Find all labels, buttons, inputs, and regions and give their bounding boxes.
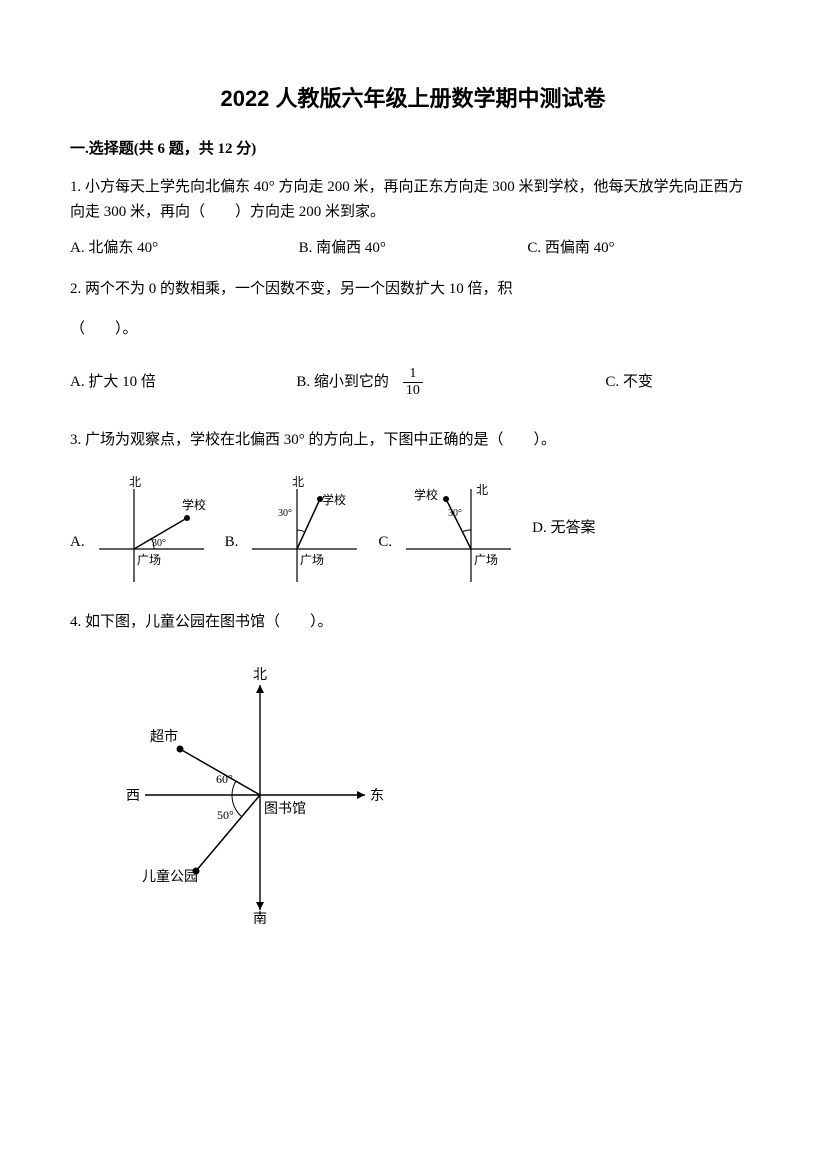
- svg-text:东: 东: [370, 788, 384, 804]
- svg-text:北: 北: [476, 483, 488, 497]
- svg-text:北: 北: [253, 667, 267, 683]
- svg-text:广场: 广场: [137, 553, 161, 567]
- svg-text:南: 南: [253, 911, 267, 925]
- svg-text:30°: 30°: [152, 538, 166, 549]
- question-1: 1. 小方每天上学先向北偏东 40° 方向走 200 米，再向正东方向走 300…: [70, 175, 756, 262]
- question-3-options: A. 北 学校 30° 广场 B.: [70, 474, 756, 584]
- svg-text:北: 北: [292, 475, 304, 489]
- section-1-header: 一.选择题(共 6 题，共 12 分): [70, 137, 756, 163]
- svg-text:北: 北: [129, 475, 141, 489]
- q3-diagram-a: 北 学校 30° 广场: [89, 474, 209, 584]
- q4-diagram-svg: 北 南 东 西 图书馆 超市 60° 儿童公园 50°: [110, 655, 410, 925]
- q2-option-c: C. 不变: [502, 370, 756, 396]
- svg-text:学校: 学校: [322, 492, 346, 507]
- question-2-text: 2. 两个不为 0 的数相乘，一个因数不变，另一个因数扩大 10 倍，积: [70, 277, 756, 303]
- q3-option-c: C. 北 学校 30° 广场: [378, 474, 516, 584]
- question-1-text: 1. 小方每天上学先向北偏东 40° 方向走 200 米，再向正东方向走 300…: [70, 175, 756, 226]
- svg-text:学校: 学校: [182, 497, 206, 512]
- q3-option-b-label: B.: [225, 530, 239, 556]
- q2-fraction: 1 10: [403, 366, 423, 398]
- page-title: 2022 人教版六年级上册数学期中测试卷: [70, 80, 756, 117]
- q3-diagram-c: 北 学校 30° 广场: [396, 474, 516, 584]
- q1-option-a: A. 北偏东 40°: [70, 236, 299, 262]
- question-1-options: A. 北偏东 40° B. 南偏西 40° C. 西偏南 40°: [70, 236, 756, 262]
- question-4: 4. 如下图，儿童公园在图书馆（ ）。 北 南 东 西 图书馆 超市 60°: [70, 610, 756, 926]
- svg-text:广场: 广场: [474, 553, 498, 567]
- q3-option-a: A. 北 学校 30° 广场: [70, 474, 209, 584]
- svg-text:学校: 学校: [414, 487, 438, 502]
- question-4-text: 4. 如下图，儿童公园在图书馆（ ）。: [70, 610, 756, 636]
- svg-text:西: 西: [126, 789, 140, 804]
- svg-text:图书馆: 图书馆: [264, 801, 306, 817]
- svg-text:广场: 广场: [300, 553, 324, 567]
- svg-text:50°: 50°: [217, 808, 234, 822]
- q1-option-b: B. 南偏西 40°: [299, 236, 528, 262]
- question-2-blank: （ ）。: [70, 317, 756, 343]
- q2-option-b-text: B. 缩小到它的: [296, 370, 389, 396]
- q2-fraction-num: 1: [403, 366, 423, 382]
- q3-option-d: D. 无答案: [532, 516, 595, 542]
- question-2: 2. 两个不为 0 的数相乘，一个因数不变，另一个因数扩大 10 倍，积 （ ）…: [70, 277, 756, 398]
- q2-option-b: B. 缩小到它的 1 10: [296, 366, 502, 398]
- q3-diagram-b: 北 学校 30° 广场: [242, 474, 362, 584]
- svg-text:超市: 超市: [150, 728, 178, 745]
- q4-diagram: 北 南 东 西 图书馆 超市 60° 儿童公园 50°: [110, 655, 756, 925]
- svg-text:儿童公园: 儿童公园: [142, 868, 198, 885]
- question-2-options: A. 扩大 10 倍 B. 缩小到它的 1 10 C. 不变: [70, 366, 756, 398]
- q3-option-a-label: A.: [70, 530, 85, 556]
- question-3-text: 3. 广场为观察点，学校在北偏西 30° 的方向上，下图中正确的是（ ）。: [70, 428, 756, 454]
- svg-text:60°: 60°: [216, 772, 233, 786]
- q3-option-c-label: C.: [378, 530, 392, 556]
- svg-text:30°: 30°: [448, 508, 462, 519]
- svg-text:30°: 30°: [278, 508, 292, 519]
- q2-option-a: A. 扩大 10 倍: [70, 370, 296, 396]
- question-3: 3. 广场为观察点，学校在北偏西 30° 的方向上，下图中正确的是（ ）。 A.…: [70, 428, 756, 584]
- q2-fraction-den: 10: [403, 383, 423, 398]
- q1-option-c: C. 西偏南 40°: [527, 236, 756, 262]
- q3-option-b: B. 北 学校 30° 广场: [225, 474, 363, 584]
